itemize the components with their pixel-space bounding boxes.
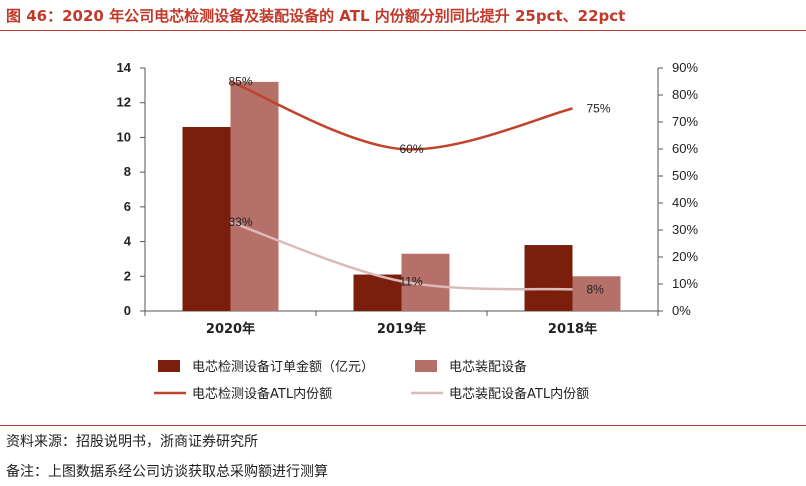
y-left-tick-label: 2 (124, 268, 131, 283)
y-left-tick-label: 4 (124, 234, 132, 249)
chart-data-labels: 85% 60% 75% 33% 11% 8% (229, 75, 611, 297)
y-left-tick-label: 14 (117, 60, 132, 75)
x-tick-label: 2018年 (548, 321, 597, 337)
bar (572, 276, 621, 311)
chart-axes: 0 2 4 6 8 10 12 14 0% 10% 20% 30% 40% 50% 60% 70% 80% 90%… (117, 60, 699, 337)
bar (182, 127, 231, 311)
line-data-label: 60% (400, 142, 424, 156)
y-right-tick-label: 60% (672, 141, 698, 156)
y-left-tick-label: 6 (124, 199, 131, 214)
y-left-tick-label: 10 (117, 129, 131, 144)
y-left-tick-label: 0 (124, 303, 131, 318)
chart-lines (230, 80, 573, 291)
series-line (230, 220, 573, 291)
line-data-label: 75% (587, 102, 611, 116)
series-line (230, 80, 573, 151)
y-right-tick-label: 0% (672, 303, 691, 318)
y-right-tick-label: 50% (672, 168, 698, 183)
y-right-tick-label: 10% (672, 276, 698, 291)
y-right-tick-label: 70% (672, 114, 698, 129)
chart-title: 图 46：2020 年公司电芯检测设备及装配设备的 ATL 内份额分别同比提升 … (6, 7, 626, 25)
legend-label: 电芯检测设备订单金额（亿元） (192, 359, 374, 375)
legend-label: 电芯检测设备ATL内份额 (192, 386, 332, 402)
legend-swatch (158, 360, 180, 372)
remark-note: 备注：上图数据系经公司访谈获取总采购额进行测算 (6, 464, 328, 480)
line-data-label: 11% (400, 274, 423, 288)
chart: 0 2 4 6 8 10 12 14 0% 10% 20% 30% 40% 50% 60% 70% 80% 90%… (117, 60, 699, 402)
legend-swatch (415, 360, 437, 372)
y-right-tick-label: 90% (672, 60, 698, 75)
y-right-tick-label: 40% (672, 195, 698, 210)
source-note: 资料来源：招股说明书，浙商证券研究所 (6, 434, 258, 450)
x-tick-label: 2020年 (206, 321, 255, 337)
title-rule (0, 30, 806, 31)
legend-label: 电芯装配设备ATL内份额 (449, 386, 589, 402)
y-left-tick-label: 8 (124, 164, 131, 179)
line-data-label: 33% (229, 215, 253, 229)
y-right-tick-label: 80% (672, 87, 698, 102)
chart-bars (182, 81, 621, 311)
bar (230, 81, 279, 311)
bar (524, 245, 573, 311)
line-data-label: 8% (587, 282, 605, 296)
line-data-label: 85% (229, 75, 253, 89)
legend-label: 电芯装配设备 (449, 359, 527, 375)
y-left-tick-label: 12 (117, 95, 131, 110)
x-tick-label: 2019年 (377, 321, 426, 337)
y-right-tick-label: 20% (672, 249, 698, 264)
y-right-tick-label: 30% (672, 222, 698, 237)
footer-rule (0, 425, 806, 426)
